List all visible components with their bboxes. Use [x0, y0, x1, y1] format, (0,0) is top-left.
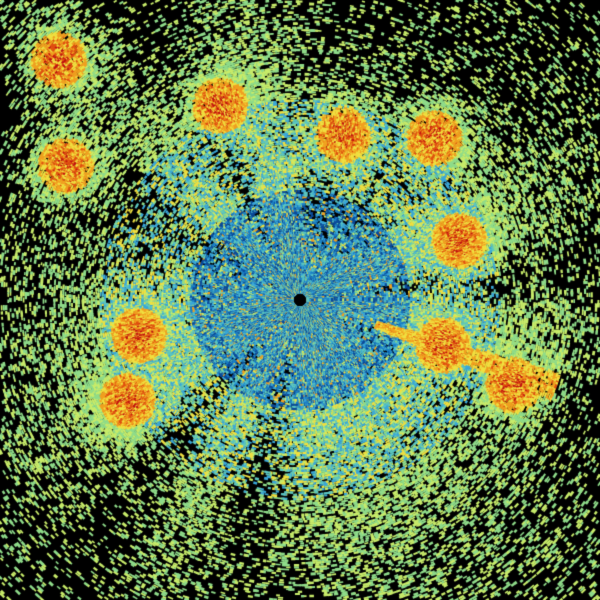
- radar-site-marker: [295, 295, 305, 305]
